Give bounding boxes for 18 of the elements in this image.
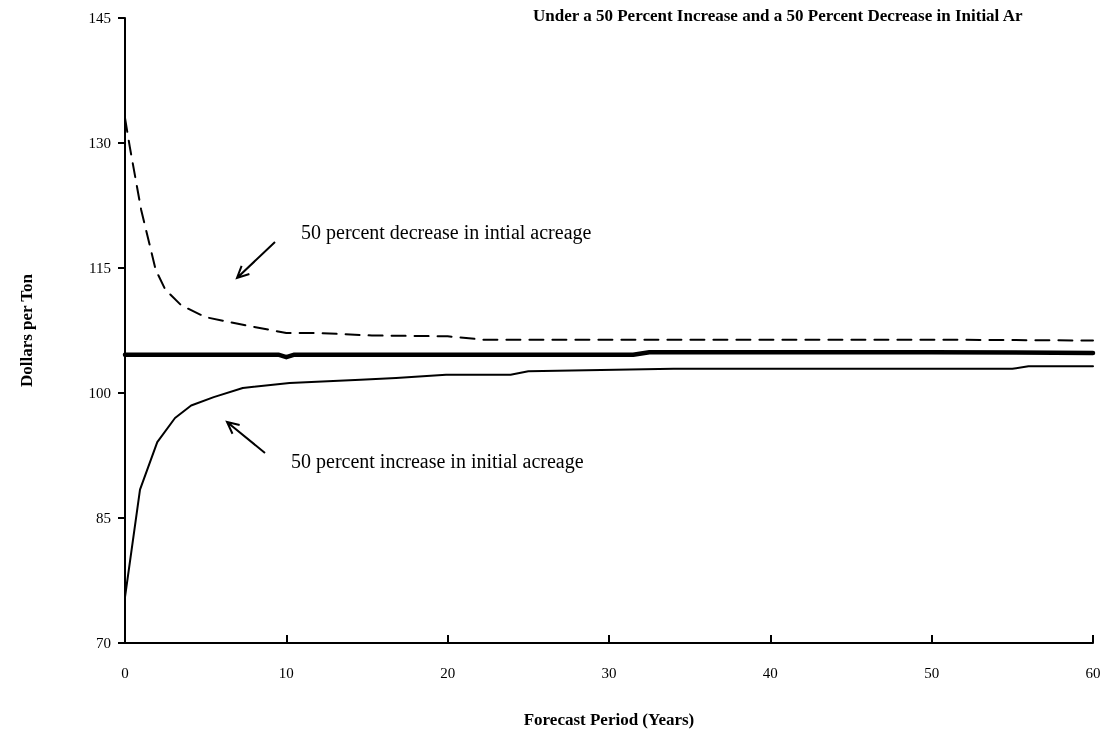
- x-axis-title: Forecast Period (Years): [523, 710, 695, 729]
- annotation: 50 percent increase in initial acreage: [291, 450, 584, 473]
- y-tick-label: 70: [96, 635, 111, 651]
- y-tick-label: 145: [88, 10, 111, 26]
- annotation: 50 percent decrease in intial acreage: [301, 221, 592, 244]
- x-tick-label: 40: [762, 664, 778, 681]
- y-tick-label: 100: [88, 385, 111, 401]
- x-tick-label: 10: [278, 664, 294, 681]
- x-tick-label: 50: [924, 664, 940, 681]
- y-tick-label: 130: [88, 135, 111, 151]
- y-axis-title: Dollars per Ton: [17, 273, 36, 388]
- y-tick-label: 85: [96, 510, 111, 526]
- chart-title: Under a 50 Percent Increase and a 50 Percent Decrease in Initial Ar: [533, 6, 1023, 25]
- x-tick-label: 0: [121, 664, 129, 681]
- y-tick-label: 115: [89, 260, 111, 276]
- x-tick-label: 30: [601, 664, 617, 681]
- x-tick-label: 20: [440, 664, 456, 681]
- x-tick-label: 60: [1085, 664, 1101, 681]
